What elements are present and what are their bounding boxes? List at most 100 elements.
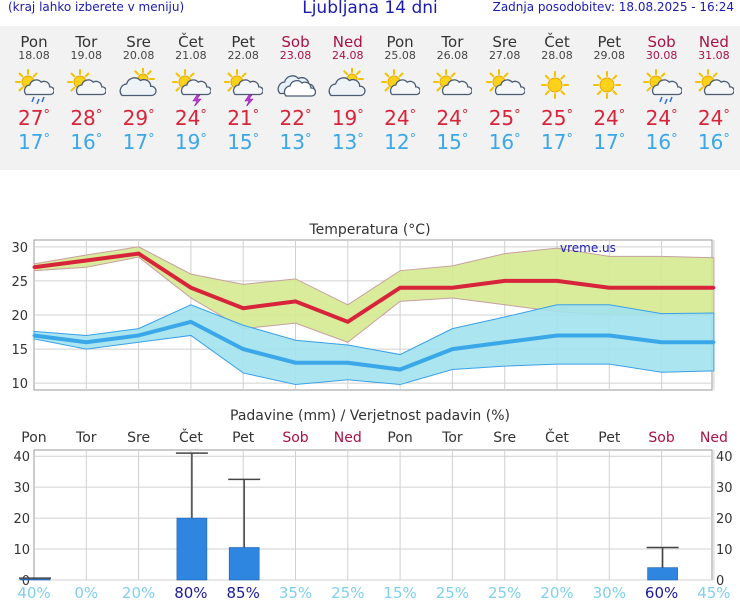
min-temperature-point	[189, 320, 193, 324]
day-date: 28.08	[541, 49, 573, 62]
degree-symbol: °	[95, 108, 103, 123]
degree-symbol: °	[43, 108, 50, 123]
max-temperature: 24°	[426, 106, 478, 130]
degree-symbol: °	[514, 108, 521, 123]
max-temperature: 24°	[583, 106, 635, 130]
precipitation-tick-label-right: 20	[716, 512, 733, 527]
cloud-sun-icon	[119, 67, 157, 97]
precipitation-bar	[176, 517, 208, 581]
precipitation-probability-label: 40%	[17, 584, 50, 600]
max-temperature-point	[398, 286, 402, 290]
degree-symbol: °	[43, 132, 50, 147]
day-date: 26.08	[436, 49, 469, 62]
day-name: Tor	[441, 33, 464, 51]
day-column: Čet 28.08 25° 17°	[531, 26, 583, 154]
degree-symbol: °	[252, 132, 260, 147]
max-temperature: 25°	[479, 106, 531, 130]
day-date: 18.08	[18, 49, 50, 62]
max-temperature-point	[84, 258, 88, 262]
min-temperature-point	[32, 333, 36, 337]
precipitation-tick-label-left: 20	[13, 512, 30, 527]
degree-symbol: °	[357, 132, 364, 147]
temperature-tick-label: 25	[11, 275, 28, 290]
degree-symbol: °	[618, 132, 626, 147]
min-temperature-value: 15	[227, 130, 253, 154]
precipitation-day-label: Sre	[127, 430, 150, 446]
day-name: Pon	[386, 33, 414, 51]
min-temperature-point	[294, 361, 297, 365]
min-temperature-point	[503, 340, 507, 344]
degree-symbol: °	[514, 132, 521, 147]
precipitation-chart: Padavine (mm) / Verjetnost padavin (%) Po…	[13, 408, 733, 600]
max-temperature-value: 19	[331, 106, 358, 130]
min-temperature-value: 16	[70, 130, 96, 154]
day-date: 22.08	[227, 49, 259, 62]
day-column: Sre 20.08 29° 17°	[113, 26, 165, 154]
min-temperature-value: 19	[174, 130, 201, 154]
min-temperature-value: 15	[436, 130, 462, 154]
max-temperature-value: 24	[384, 106, 410, 130]
degree-symbol: °	[148, 132, 155, 147]
min-temperature-point	[555, 333, 559, 337]
sun-cloud-storm-icon	[224, 69, 264, 108]
sun-cloud-icon	[60, 68, 112, 104]
precipitation-probability-label: 20%	[122, 584, 155, 600]
max-temperature: 24°	[636, 106, 688, 130]
precipitation-tick-label-left: 0	[22, 574, 30, 589]
day-column: Pet 22.08 21° 15°	[217, 26, 269, 154]
page-title: Ljubljana 14 dni	[302, 0, 438, 18]
day-date: 25.08	[384, 49, 416, 62]
day-name: Pon	[20, 33, 48, 51]
day-date: 29.08	[593, 49, 626, 62]
day-column: Pon 18.08 27° 17°	[8, 26, 60, 154]
max-temperature-value: 24	[436, 106, 462, 130]
degree-symbol: °	[461, 132, 469, 147]
temperature-tick-label: 15	[11, 343, 28, 358]
min-temperature-value: 17	[593, 130, 619, 154]
precipitation-day-label: Ned	[334, 430, 362, 446]
max-temperature-value: 28	[70, 106, 96, 130]
sun-cloud-icon	[479, 68, 531, 104]
sun-cloud-icon	[381, 69, 421, 96]
precipitation-probability-label: 25%	[436, 584, 469, 600]
day-date: 20.08	[122, 49, 155, 62]
precipitation-day-label: Pet	[232, 430, 255, 446]
degree-symbol: °	[200, 132, 207, 147]
max-temperature-value: 22	[279, 106, 305, 130]
last-update-text: Zadnja posodobitev: 18.08.2025 - 16:24	[492, 0, 734, 14]
degree-symbol: °	[671, 108, 678, 123]
min-temperature-point	[84, 340, 88, 344]
day-column: Pet 29.08 24° 17°	[583, 26, 635, 154]
sun-cloud-icon	[67, 69, 107, 96]
degree-symbol: °	[618, 108, 626, 123]
temperature-tick-label: 30	[11, 241, 28, 256]
min-temperature-value: 17	[18, 130, 44, 154]
degree-symbol: °	[148, 108, 155, 123]
degree-symbol: °	[357, 108, 364, 123]
location-hint: (kraj lahko izberete v meniju)	[8, 0, 185, 14]
temperature-chart: Temperatura (°C) 10 15 20 25 30 vreme.us	[11, 222, 716, 392]
degree-symbol: °	[566, 132, 573, 147]
max-temperature-line	[33, 251, 714, 325]
max-temperature: 19°	[322, 106, 374, 130]
precipitation-day-label: Čet	[545, 428, 569, 446]
precipitation-probability-label: 80%	[174, 584, 207, 600]
precipitation-tick-label-right: 30	[716, 481, 733, 496]
precipitation-tick-label-right: 10	[716, 543, 733, 558]
day-date: 30.08	[645, 49, 678, 62]
degree-symbol: °	[723, 108, 730, 123]
day-date: 24.08	[332, 49, 364, 62]
max-temperature: 29°	[113, 106, 165, 130]
min-temperature-value: 17	[541, 130, 567, 154]
min-temperature: 16°	[688, 130, 740, 154]
max-temperature: 25°	[531, 106, 583, 130]
min-temperature-point	[450, 347, 454, 351]
day-column: Sre 27.08 25° 16°	[479, 26, 531, 154]
min-temperature-value: 17	[122, 130, 149, 154]
max-temperature: 24°	[374, 106, 426, 130]
max-temperature: 24°	[165, 106, 217, 130]
max-temperature: 22°	[270, 106, 322, 130]
precipitation-probability-label: 0%	[74, 584, 98, 600]
day-name: Pet	[597, 33, 622, 51]
max-temperature-value: 24	[697, 106, 724, 130]
